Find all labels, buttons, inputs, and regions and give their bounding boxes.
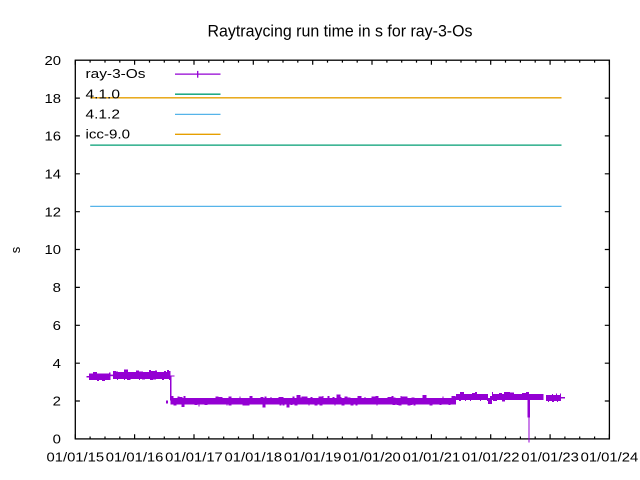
svg-text:16: 16 xyxy=(45,129,62,144)
svg-text:20: 20 xyxy=(45,53,62,68)
svg-text:s: s xyxy=(8,246,23,253)
svg-text:01/01/18: 01/01/18 xyxy=(225,449,283,464)
svg-text:01/01/22: 01/01/22 xyxy=(462,449,520,464)
svg-text:12: 12 xyxy=(45,204,62,219)
svg-text:icc-9.0: icc-9.0 xyxy=(86,127,131,142)
svg-text:18: 18 xyxy=(45,91,62,106)
svg-text:01/01/15: 01/01/15 xyxy=(47,449,105,464)
svg-text:01/01/16: 01/01/16 xyxy=(106,449,164,464)
svg-text:01/01/24: 01/01/24 xyxy=(581,449,639,464)
svg-text:10: 10 xyxy=(45,242,62,257)
svg-text:8: 8 xyxy=(53,280,61,295)
svg-text:4: 4 xyxy=(53,356,61,371)
svg-text:0: 0 xyxy=(53,432,61,447)
svg-text:01/01/19: 01/01/19 xyxy=(284,449,342,464)
svg-text:Raytraycing run time in s for: Raytraycing run time in s for ray-3-Os xyxy=(208,21,473,40)
svg-text:ray-3-Os: ray-3-Os xyxy=(86,66,147,81)
svg-text:2: 2 xyxy=(53,394,61,409)
svg-text:01/01/17: 01/01/17 xyxy=(165,449,223,464)
svg-text:4.1.2: 4.1.2 xyxy=(86,107,121,122)
svg-text:01/01/20: 01/01/20 xyxy=(343,449,401,464)
svg-text:01/01/21: 01/01/21 xyxy=(403,449,461,464)
svg-text:14: 14 xyxy=(45,167,62,182)
svg-text:4.1.0: 4.1.0 xyxy=(86,86,121,101)
svg-text:01/01/23: 01/01/23 xyxy=(521,449,579,464)
svg-text:6: 6 xyxy=(53,318,61,333)
